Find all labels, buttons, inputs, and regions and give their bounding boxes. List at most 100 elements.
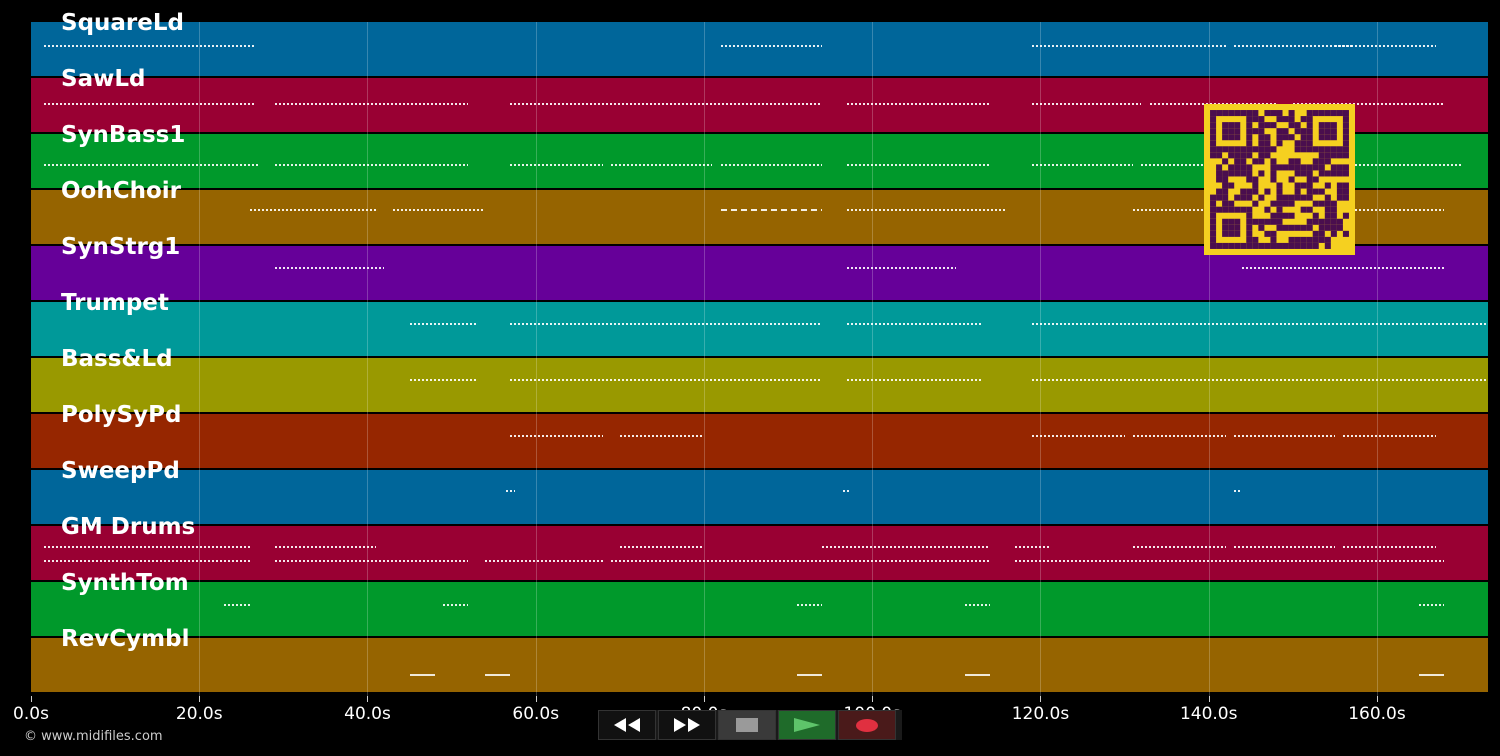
note-track	[510, 323, 822, 325]
stop-button[interactable]	[718, 710, 776, 740]
note-track	[964, 674, 990, 676]
note-track	[1141, 164, 1234, 166]
note-track	[43, 546, 250, 548]
fast-forward-icon	[674, 718, 700, 732]
track-lane	[31, 302, 1488, 356]
note-track	[611, 164, 713, 166]
note-track	[1233, 546, 1335, 548]
note-track	[1343, 164, 1462, 166]
transport-controls	[598, 710, 902, 740]
note-track	[274, 267, 385, 269]
note-track	[720, 164, 822, 166]
axis-tick-mark	[872, 696, 874, 702]
rewind-icon	[614, 718, 640, 732]
note-track	[842, 490, 852, 492]
note-track	[1334, 45, 1436, 47]
fast-forward-button[interactable]	[658, 710, 716, 740]
note-track	[846, 323, 982, 325]
axis-tick-label: 160.0s	[1348, 704, 1406, 724]
note-track	[720, 45, 822, 47]
note-track	[1233, 435, 1335, 437]
play-icon	[794, 718, 820, 732]
axis-tick-mark	[1208, 696, 1210, 702]
note-track	[1133, 546, 1226, 548]
note-track	[1032, 103, 1142, 105]
axis-tick-mark	[31, 696, 32, 702]
note-track	[1343, 546, 1436, 548]
note-track	[510, 103, 822, 105]
note-track	[619, 546, 704, 548]
axis-tick-mark	[1040, 696, 1042, 702]
note-track	[224, 604, 250, 606]
track-label: PolySyPd	[61, 402, 182, 428]
note-track	[846, 379, 982, 381]
track-label: OohChoir	[61, 178, 182, 204]
note-track	[1032, 379, 1487, 381]
track-label: SweepPd	[61, 458, 180, 484]
time-gridline	[1376, 22, 1378, 696]
track-label: SawLd	[61, 66, 146, 92]
track-label: Bass&Ld	[61, 346, 173, 372]
axis-tick-mark	[535, 696, 537, 702]
track-lane	[31, 414, 1488, 468]
axis-tick-label: 20.0s	[175, 704, 223, 724]
track-label: Trumpet	[61, 290, 169, 316]
note-track	[1233, 45, 1352, 47]
note-track	[485, 674, 511, 676]
note-track	[485, 560, 604, 562]
track-label: RevCymbl	[61, 626, 190, 652]
note-track	[1292, 103, 1445, 105]
note-track	[392, 209, 486, 211]
note-track	[796, 674, 822, 676]
axis-tick-mark	[199, 696, 201, 702]
record-icon	[856, 718, 878, 732]
axis-tick-mark	[703, 696, 705, 702]
note-track	[1133, 435, 1226, 437]
track-label: SynthTom	[61, 570, 189, 596]
note-track	[1032, 435, 1125, 437]
note-track	[409, 323, 477, 325]
track-label: GM Drums	[61, 514, 196, 540]
track-lane	[31, 246, 1488, 300]
axis-tick-mark	[367, 696, 369, 702]
note-track	[1015, 560, 1445, 562]
axis-tick-label: 140.0s	[1179, 704, 1238, 724]
note-track	[796, 604, 822, 606]
note-track	[274, 546, 376, 548]
note-track	[409, 674, 435, 676]
note-track	[274, 560, 469, 562]
play-button[interactable]	[778, 710, 836, 740]
note-track	[1419, 604, 1445, 606]
note-track	[274, 103, 469, 105]
track-label: SynBass1	[61, 122, 186, 148]
record-button[interactable]	[838, 710, 896, 740]
track-lane	[31, 470, 1488, 524]
note-track	[1032, 323, 1487, 325]
note-track	[846, 209, 1007, 211]
track-label: SynStrg1	[61, 234, 181, 260]
note-track	[846, 103, 990, 105]
note-track	[1343, 435, 1436, 437]
note-track	[846, 267, 957, 269]
track-label: SquareLd	[61, 10, 184, 36]
note-track	[964, 604, 990, 606]
axis-tick-label: 120.0s	[1011, 704, 1070, 724]
rewind-button[interactable]	[598, 710, 656, 740]
time-gridline	[535, 22, 537, 696]
time-gridline	[1208, 22, 1210, 696]
note-track	[1032, 45, 1226, 47]
track-lane	[31, 638, 1488, 692]
note-track	[619, 435, 704, 437]
axis-tick-label: 0.0s	[13, 704, 49, 724]
copyright-text: © www.midifiles.com	[24, 729, 163, 744]
note-track	[43, 560, 250, 562]
note-track	[1233, 490, 1243, 492]
note-track	[611, 560, 990, 562]
note-track	[43, 164, 259, 166]
track-lane	[31, 526, 1488, 580]
note-track	[274, 164, 469, 166]
time-gridline	[199, 22, 201, 696]
qr-code	[1204, 104, 1355, 255]
note-track	[249, 209, 376, 211]
note-track	[409, 379, 477, 381]
